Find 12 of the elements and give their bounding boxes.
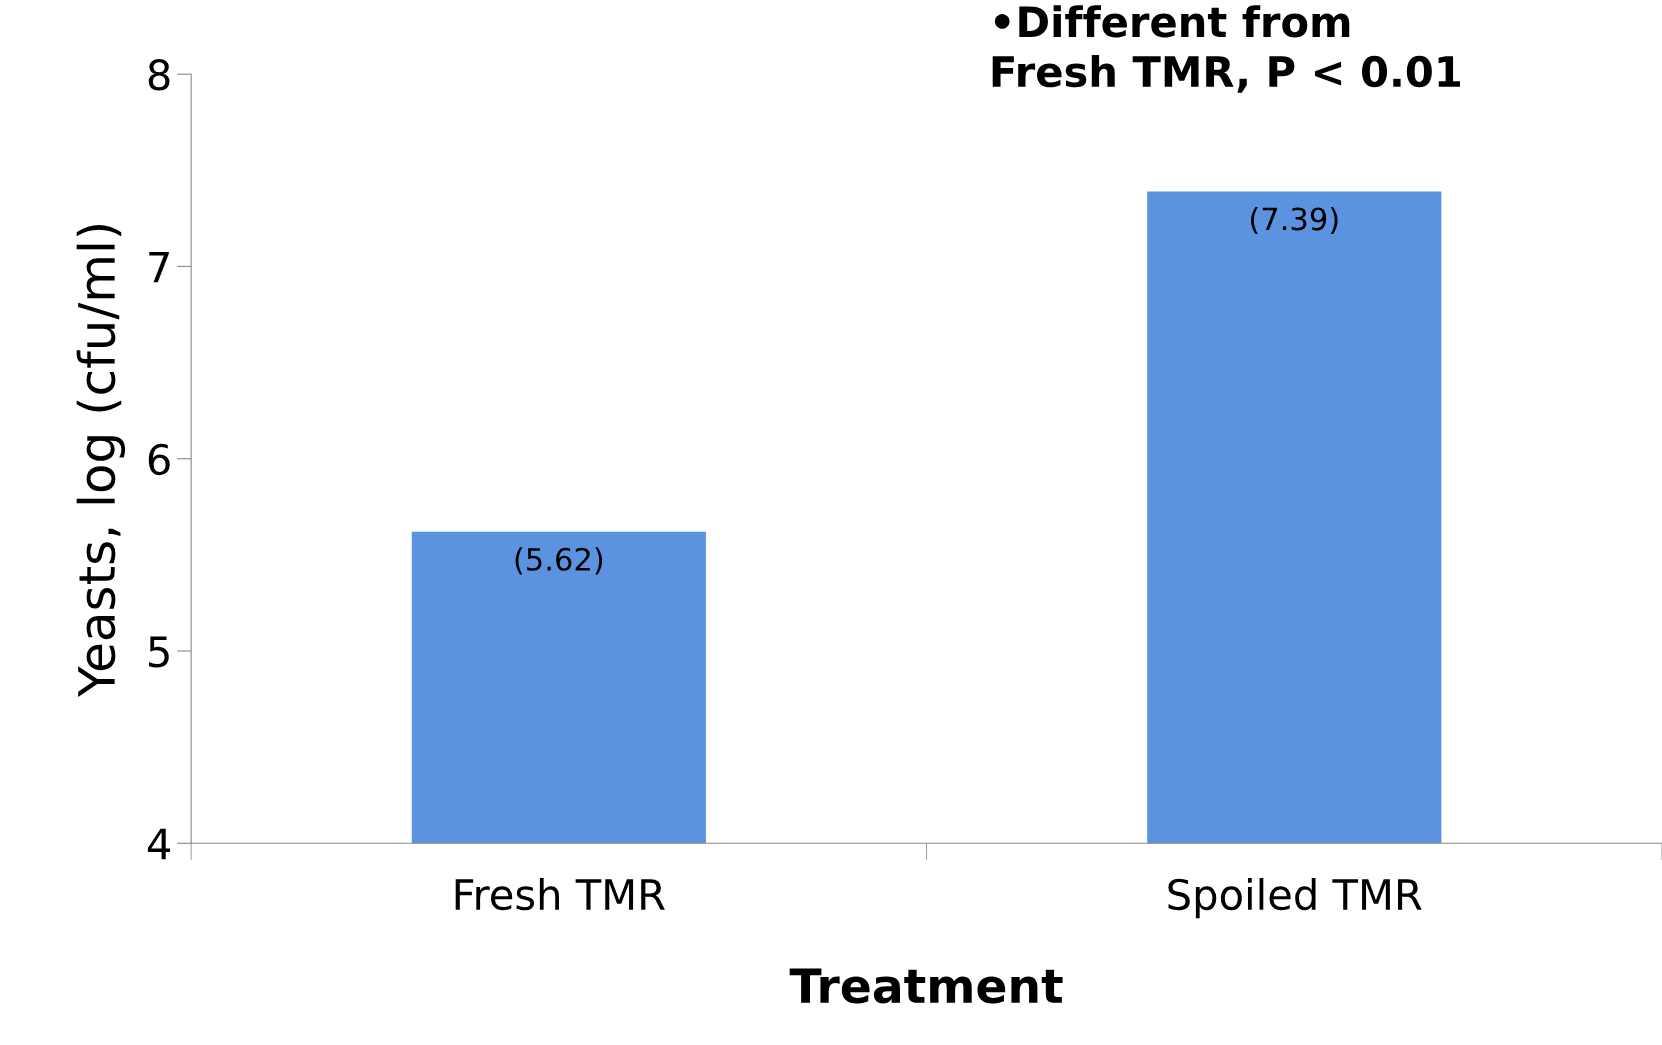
y-tick-label: 6 [148,443,170,476]
x-tick-label: Spoiled TMR [1168,878,1422,919]
data-label: (7.39) [1250,206,1338,235]
y-tick-label: 7 [149,251,169,283]
y-tick-label: 5 [149,636,169,668]
y-axis-title: Yeasts, log (cfu/ml) [76,224,126,697]
annotation: •Different from Fresh TMR, P < 0.01 [992,5,1460,93]
y-tick-label: 8 [148,59,170,91]
y-tick-label: 4 [147,828,171,860]
x-axis-title: Treatment [789,968,1063,1004]
data-label: (5.62) [515,547,603,575]
x-tick-label: Fresh TMR [455,878,665,911]
